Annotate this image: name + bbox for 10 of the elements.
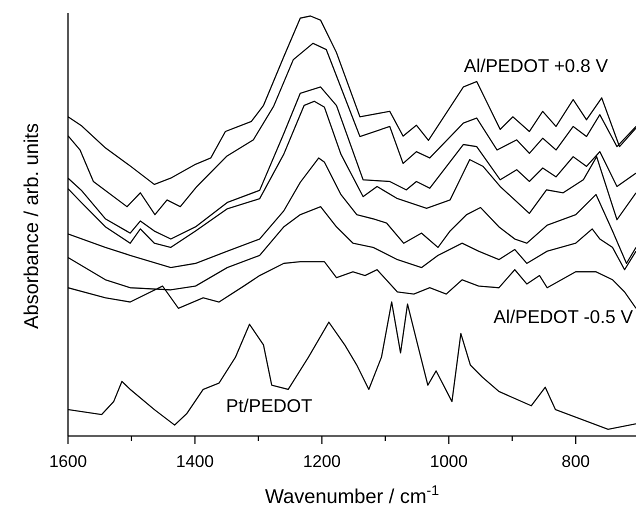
x-tick-label: 1000 xyxy=(430,452,468,471)
x-axis-title: Wavenumber / cm$^{-1}$ xyxy=(265,482,440,508)
x-tick-label: 800 xyxy=(562,452,590,471)
x-tick-label: 1200 xyxy=(302,452,341,471)
x-tick-label: 1400 xyxy=(176,452,214,471)
y-axis-title: Absorbance / arb. units xyxy=(21,123,43,329)
annotation: Al/PEDOT +0.8 V xyxy=(464,55,609,76)
x-tick-label: 1600 xyxy=(49,452,87,471)
annotation: Pt/PEDOT xyxy=(226,395,312,416)
annotation: Al/PEDOT -0.5 V xyxy=(494,306,634,327)
